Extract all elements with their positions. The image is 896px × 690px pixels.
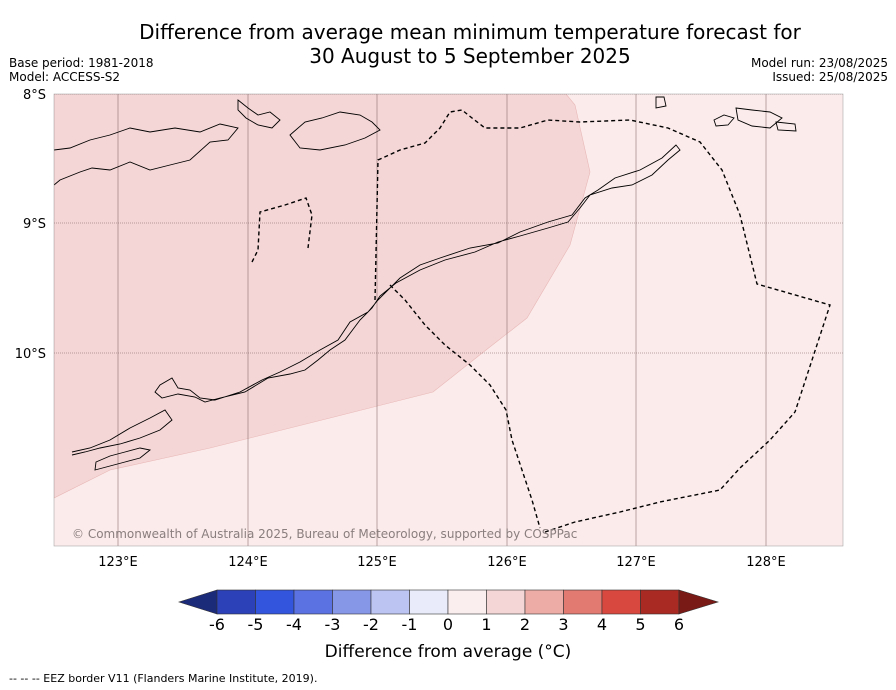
colorbar-tick-label: -4 [286,615,302,634]
title-line-2: 30 August to 5 September 2025 [309,44,631,68]
map-title: Difference from average mean minimum tem… [100,20,840,68]
rote-coast [71,409,173,456]
forecast-map: © Commonwealth of Australia 2025, Bureau… [15,88,844,634]
colorbar-tick-label: 3 [558,615,568,634]
flores-coast [54,123,239,186]
eez-footnote: -- -- -- EEZ border V11 (Flanders Marine… [9,672,318,685]
colorbar-bin [524,589,564,615]
colorbar-bin [216,589,256,615]
colorbar-tick-label: 5 [635,615,645,634]
colorbar-extend-high [678,589,720,615]
colorbar-tick-label: -5 [248,615,264,634]
lon-label-125e: 125°E [357,555,397,570]
colorbar-label: Difference from average (°C) [324,642,572,662]
colorbar-bin [640,589,680,615]
model-run: Model run: 23/08/2025 [750,56,888,70]
colorbar-tick-label: 0 [443,615,453,634]
coastlines [54,96,797,471]
anomaly-region-1-to-2 [54,94,591,499]
eez-border-south [389,284,541,529]
lon-label-124e: 124°E [228,555,268,570]
colorbar-tick-label: -6 [209,615,225,634]
lon-label-127e: 127°E [616,555,656,570]
colorbar-bin [332,589,372,615]
title-line-1: Difference from average mean minimum tem… [139,20,801,44]
kisar-coast [775,121,797,132]
colorbar-tick-label: -3 [325,615,341,634]
colorbar-tick-label: -2 [363,615,379,634]
colorbar-tick-label: 4 [597,615,607,634]
small-island-coast [713,114,735,127]
colorbar: -6 -5 -4 -3 -2 -1 0 1 2 3 4 5 6 [178,589,720,634]
timor-island-coast [154,144,681,403]
lat-label-8s: 8°S [23,88,46,103]
colorbar-tick-label: 1 [481,615,491,634]
eez-border-west [251,197,313,263]
colorbar-tick-label: -1 [402,615,418,634]
lat-label-9s: 9°S [23,217,46,232]
issued-date: Issued: 25/08/2025 [772,70,888,84]
lon-label-123e: 123°E [98,555,138,570]
flores-west-coast [237,99,281,129]
base-period: Base period: 1981-2018 [9,56,154,70]
alor-coast [289,111,381,151]
colorbar-tick-label: 2 [520,615,530,634]
colorbar-tick-label: 6 [674,615,684,634]
lon-label-126e: 126°E [487,555,527,570]
graticule [54,94,843,546]
colorbar-extend-low [178,589,218,615]
colorbar-bin [255,589,295,615]
colorbar-bin [447,589,487,615]
savu-coast [94,447,152,471]
lon-label-128e: 128°E [746,555,786,570]
copyright-notice: © Commonwealth of Australia 2025, Bureau… [72,527,577,541]
colorbar-bin [370,589,410,615]
colorbar-bin [293,589,333,615]
lat-label-10s: 10°S [15,347,46,362]
eez-border-north [374,109,831,413]
eez-borders [251,109,831,533]
model-name: Model: ACCESS-S2 [9,70,121,84]
eez-border-lower [544,411,796,533]
colorbar-bin [601,589,641,615]
atauro-coast [655,96,667,109]
map-frame [53,93,844,547]
colorbar-bin [486,589,526,615]
colorbar-bin [563,589,603,615]
colorbar-bin [409,589,449,615]
